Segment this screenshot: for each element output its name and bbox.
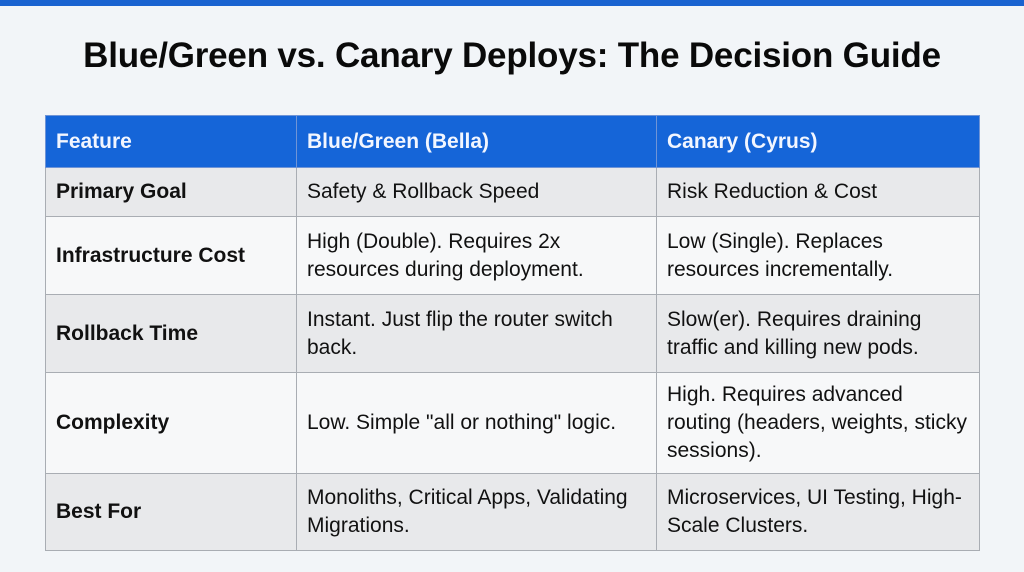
- blue-green-cell: Monoliths, Critical Apps, Validating Mig…: [296, 473, 657, 551]
- blue-green-cell: Low. Simple "all or nothing" logic.: [296, 372, 657, 474]
- table-row: Best For Monoliths, Critical Apps, Valid…: [45, 473, 980, 551]
- page-title: Blue/Green vs. Canary Deploys: The Decis…: [83, 36, 941, 75]
- blue-green-cell: Safety & Rollback Speed: [296, 167, 657, 217]
- canary-cell: Risk Reduction & Cost: [656, 167, 980, 217]
- canary-cell: Slow(er). Requires draining traffic and …: [656, 294, 980, 373]
- table-row: Primary Goal Safety & Rollback Speed Ris…: [45, 167, 980, 217]
- canary-cell: Microservices, UI Testing, High-Scale Cl…: [656, 473, 980, 551]
- blue-green-cell: High (Double). Requires 2x resources dur…: [296, 216, 657, 295]
- feature-cell: Best For: [45, 473, 297, 551]
- blue-green-cell: Instant. Just flip the router switch bac…: [296, 294, 657, 373]
- feature-cell: Primary Goal: [45, 167, 297, 217]
- header-blue-green: Blue/Green (Bella): [296, 115, 657, 168]
- table-row: Rollback Time Instant. Just flip the rou…: [45, 294, 980, 373]
- feature-cell: Infrastructure Cost: [45, 216, 297, 295]
- canary-cell: High. Requires advanced routing (headers…: [656, 372, 980, 474]
- feature-cell: Rollback Time: [45, 294, 297, 373]
- feature-cell: Complexity: [45, 372, 297, 474]
- canary-cell: Low (Single). Replaces resources increme…: [656, 216, 980, 295]
- table-row: Infrastructure Cost High (Double). Requi…: [45, 216, 980, 295]
- table-row: Complexity Low. Simple "all or nothing" …: [45, 372, 980, 474]
- header-canary: Canary (Cyrus): [656, 115, 980, 168]
- comparison-table: Feature Blue/Green (Bella) Canary (Cyrus…: [45, 115, 980, 551]
- header-feature: Feature: [45, 115, 297, 168]
- top-accent-bar: [0, 0, 1024, 6]
- table-header-row: Feature Blue/Green (Bella) Canary (Cyrus…: [45, 115, 980, 168]
